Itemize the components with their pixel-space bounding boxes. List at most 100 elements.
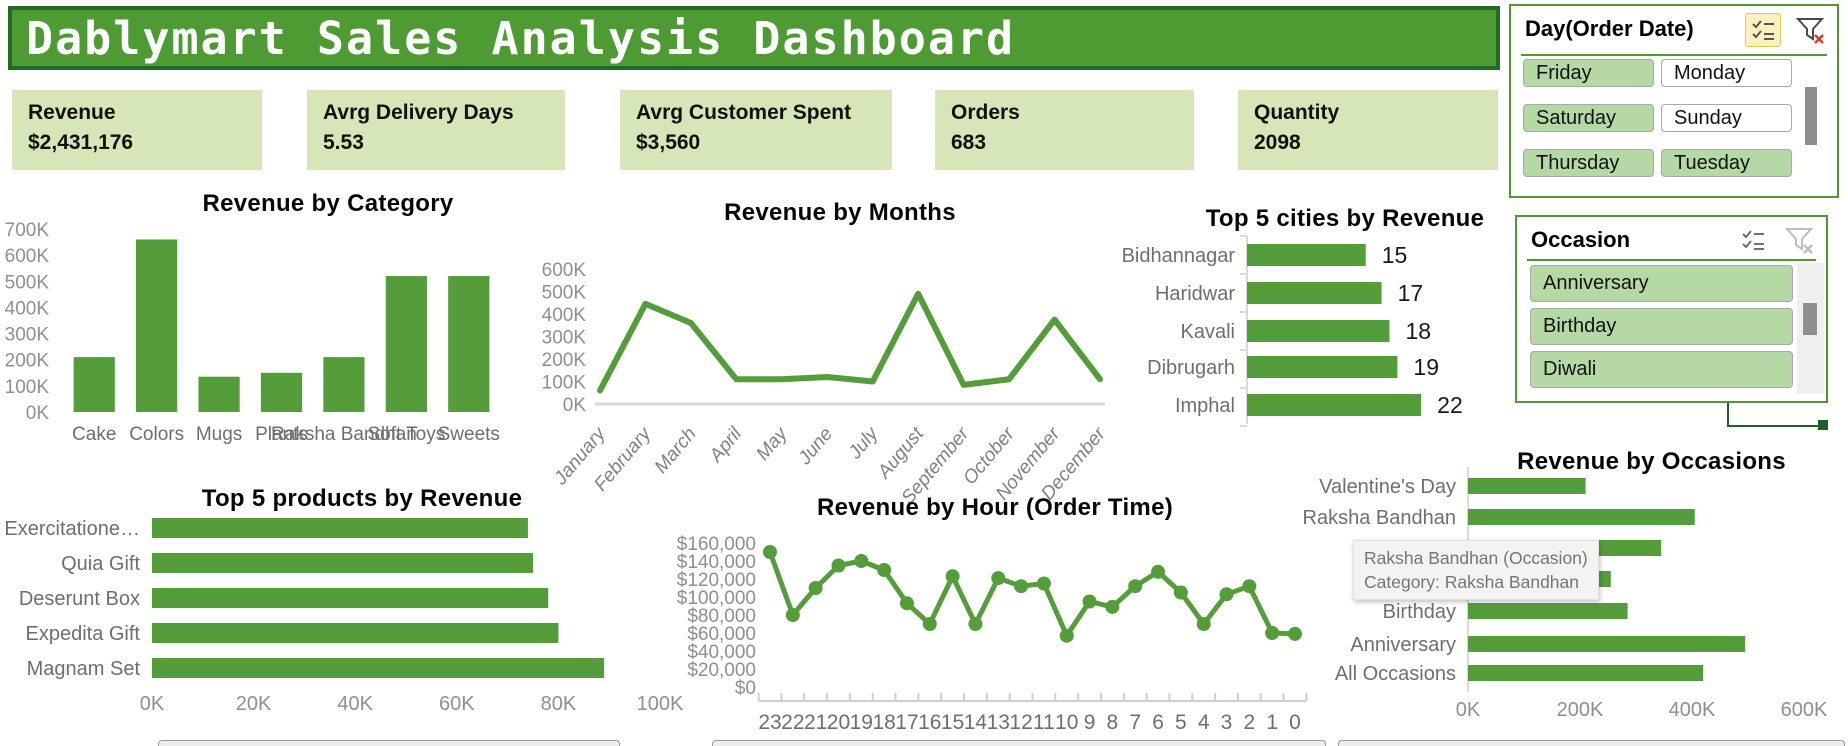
- top-5-cities-chart[interactable]: Top 5 cities by Revenue Bidhannagar 15 Har…: [1122, 195, 1510, 435]
- data-point-8[interactable]: [1105, 599, 1120, 614]
- data-point-23[interactable]: [763, 545, 777, 559]
- axis-label: $120,000: [677, 570, 756, 591]
- axis-label: $60,000: [687, 624, 756, 645]
- bar-Plants[interactable]: [260, 372, 303, 412]
- data-point-16[interactable]: [922, 617, 937, 631]
- tooltip-line-1: Raksha Bandhan (Occasion): [1364, 548, 1588, 568]
- slicer-item-friday[interactable]: Friday: [1523, 59, 1654, 87]
- bar-Exercitatione…[interactable]: [152, 518, 528, 538]
- bar-Expedita Gift[interactable]: [152, 623, 559, 643]
- data-point-19[interactable]: [854, 554, 869, 568]
- line-series[interactable]: [597, 290, 1103, 394]
- horizontal-scrollbar[interactable]: [158, 740, 620, 746]
- data-point-17[interactable]: [899, 596, 914, 611]
- multi-select-icon[interactable]: [1745, 13, 1781, 47]
- bar-Anniversary[interactable]: [1468, 636, 1746, 652]
- axis-label: 300K: [5, 325, 50, 346]
- occasion-slicer-scrollbar[interactable]: [1803, 303, 1817, 335]
- horizontal-scrollbar[interactable]: [712, 740, 1326, 746]
- data-point-1[interactable]: [1265, 626, 1280, 640]
- axis-label: Anniversary: [1350, 634, 1456, 656]
- data-point-13[interactable]: [991, 571, 1006, 586]
- line-series[interactable]: [767, 549, 1298, 639]
- axis-label: 400K: [5, 298, 50, 319]
- axis-label: 1: [1266, 711, 1278, 734]
- bar-Soft Toys[interactable]: [385, 276, 427, 412]
- axis-label: Raksha Bandhan: [1303, 507, 1456, 529]
- bar-Haridwar[interactable]: [1247, 282, 1382, 304]
- axis-label: Bidhannagar: [1122, 245, 1236, 267]
- axis-label: 18: [1406, 318, 1432, 344]
- horizontal-scrollbar[interactable]: [1338, 740, 1845, 746]
- bar-Bidhannagar[interactable]: [1247, 244, 1366, 266]
- axis-label: Deserunt Box: [19, 588, 140, 610]
- slicer-item-birthday[interactable]: Birthday: [1530, 308, 1793, 345]
- slicer-item-anniversary[interactable]: Anniversary: [1530, 265, 1793, 302]
- axis-label: 19: [850, 711, 873, 734]
- kpi-card-orders: Orders 683: [935, 90, 1194, 170]
- axis-label: 17: [895, 711, 918, 734]
- kpi-value: 2098: [1254, 131, 1301, 154]
- data-point-14[interactable]: [968, 617, 983, 631]
- data-point-2[interactable]: [1242, 579, 1257, 594]
- revenue-by-hour-chart[interactable]: Revenue by Hour (Order Time) $0 $20,000 $4…: [650, 480, 1340, 746]
- bar-Birthday[interactable]: [1468, 603, 1628, 619]
- axis-label: 8: [1107, 711, 1119, 734]
- bar-Valentine's Day[interactable]: [1468, 478, 1586, 494]
- axis-label: 200K: [1557, 699, 1604, 721]
- data-point-11[interactable]: [1036, 576, 1051, 591]
- axis-label: May: [752, 423, 792, 465]
- axis-label: $100,000: [677, 588, 756, 609]
- bar-Kavali[interactable]: [1247, 320, 1390, 342]
- axis-label: 19: [1413, 354, 1439, 380]
- data-point-20[interactable]: [831, 558, 846, 573]
- bar-Dibrugarh[interactable]: [1247, 356, 1398, 378]
- clear-filter-icon[interactable]: [1782, 224, 1816, 256]
- selection-resize-handle[interactable]: [1818, 420, 1828, 430]
- bar-Magnam Set[interactable]: [152, 658, 605, 678]
- revenue-by-category-chart[interactable]: Revenue by Category 0K 100K 200K 300K 400K 50…: [5, 176, 648, 476]
- bar-Sweets[interactable]: [448, 276, 490, 412]
- bar-Deserunt Box[interactable]: [152, 588, 549, 608]
- top-5-products-chart[interactable]: Top 5 products by Revenue Exercitatione……: [4, 475, 684, 725]
- bar-Cake[interactable]: [73, 357, 115, 412]
- data-point-6[interactable]: [1151, 564, 1166, 579]
- axis-label: 22: [1437, 392, 1463, 418]
- multi-select-icon[interactable]: [1736, 224, 1770, 256]
- clear-filter-icon[interactable]: [1793, 14, 1827, 46]
- data-point-12[interactable]: [1014, 579, 1029, 594]
- axis-label: 600K: [1781, 699, 1828, 721]
- bar-Mugs[interactable]: [198, 376, 240, 412]
- data-point-22[interactable]: [785, 608, 800, 622]
- axis-label: $0: [735, 678, 756, 699]
- data-point-4[interactable]: [1196, 617, 1211, 631]
- axis-label: 0: [1289, 711, 1301, 734]
- slicer-item-diwali[interactable]: Diwali: [1530, 351, 1793, 388]
- data-point-9[interactable]: [1082, 594, 1097, 609]
- slicer-item-saturday[interactable]: Saturday: [1523, 104, 1654, 132]
- data-point-3[interactable]: [1219, 587, 1234, 602]
- bar-Colors[interactable]: [136, 239, 178, 412]
- day-slicer-scrollbar[interactable]: [1805, 87, 1817, 145]
- data-point-18[interactable]: [877, 563, 892, 577]
- bar-Quia Gift[interactable]: [152, 553, 533, 573]
- axis-label: 16: [918, 711, 941, 734]
- revenue-by-months-chart[interactable]: Revenue by Months 0K 100K 200K 300K 400K 500K…: [525, 195, 1115, 508]
- data-point-5[interactable]: [1173, 585, 1188, 600]
- slicer-item-sunday[interactable]: Sunday: [1661, 104, 1792, 132]
- data-point-21[interactable]: [808, 581, 823, 595]
- axis-label: 600K: [542, 260, 587, 281]
- bar-Raksha Bandhan[interactable]: [1468, 509, 1695, 525]
- data-point-10[interactable]: [1059, 628, 1074, 643]
- data-point-0[interactable]: [1288, 626, 1302, 641]
- slicer-item-thursday[interactable]: Thursday: [1523, 149, 1654, 177]
- slicer-item-tuesday[interactable]: Tuesday: [1661, 149, 1792, 177]
- bar-Raksha Bandhan[interactable]: [323, 357, 365, 412]
- chart-title: Top 5 cities by Revenue: [1205, 205, 1485, 232]
- bar-All Occasions[interactable]: [1468, 665, 1704, 681]
- bar-Imphal[interactable]: [1247, 394, 1422, 416]
- data-point-7[interactable]: [1128, 579, 1143, 594]
- slicer-item-monday[interactable]: Monday: [1661, 59, 1792, 87]
- axis-label: 100K: [5, 377, 50, 398]
- data-point-15[interactable]: [945, 569, 960, 584]
